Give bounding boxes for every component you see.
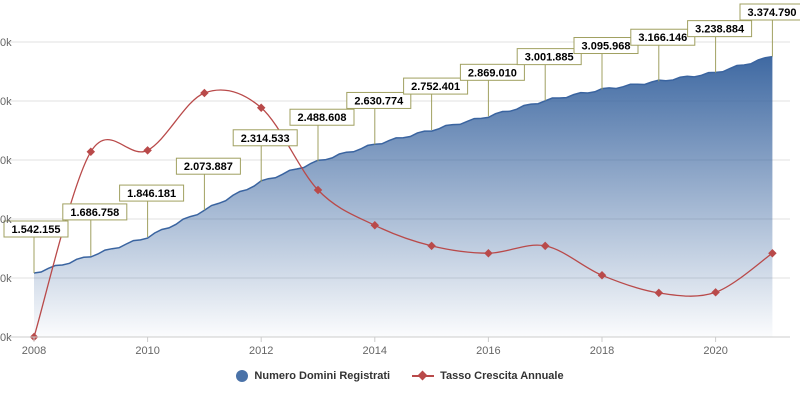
data-label: 2.073.887 bbox=[175, 157, 241, 211]
data-label-text: 2.630.774 bbox=[354, 95, 404, 107]
line-point[interactable] bbox=[256, 103, 266, 112]
line-point[interactable] bbox=[427, 241, 436, 251]
legend-item-area[interactable]: Numero Domini Registrati bbox=[236, 370, 390, 382]
axes: 0k 0k 0k 0k 0k 0k 2008 2010 2012 2014 2016 2018 2020 bbox=[0, 37, 790, 357]
chart: 1.542.155 1.686.758 1.846.181 2.073.887 2.31… bbox=[0, 3, 800, 357]
data-label-text: 2.314.533 bbox=[241, 133, 290, 145]
area-edge bbox=[33, 55, 773, 274]
y-tick-label: 0k bbox=[0, 155, 12, 167]
data-label: 1.846.181 bbox=[119, 184, 185, 238]
y-tick-label: 0k bbox=[0, 273, 12, 285]
data-labels: 1.542.155 1.686.758 1.846.181 2.073.887 2.31… bbox=[3, 3, 800, 273]
data-label: 1.686.758 bbox=[62, 203, 128, 256]
data-label-text: 3.374.790 bbox=[748, 7, 797, 19]
data-label: 2.869.010 bbox=[459, 63, 525, 117]
line-point[interactable] bbox=[86, 147, 96, 157]
x-tick-label: 2016 bbox=[476, 345, 500, 357]
line-path bbox=[33, 89, 773, 338]
y-tick-label: 0k bbox=[0, 332, 12, 344]
y-tick-label: 0k bbox=[0, 214, 12, 226]
data-label-text: 2.488.608 bbox=[298, 112, 347, 124]
data-label: 3.238.884 bbox=[687, 20, 753, 73]
data-label: 3.001.885 bbox=[516, 48, 582, 101]
data-label-text: 1.542.155 bbox=[12, 224, 61, 236]
line-series bbox=[29, 88, 777, 342]
data-label: 3.374.790 bbox=[739, 3, 800, 57]
line-point[interactable] bbox=[313, 185, 323, 195]
line-point[interactable] bbox=[711, 288, 720, 297]
x-tick-label: 2012 bbox=[249, 345, 273, 357]
x-tick-label: 2008 bbox=[22, 345, 46, 357]
data-label: 2.314.533 bbox=[232, 129, 298, 182]
data-label: 2.752.401 bbox=[403, 77, 469, 131]
legend-area-label: Numero Domini Registrati bbox=[254, 370, 391, 382]
data-label-text: 2.869.010 bbox=[468, 67, 517, 79]
data-label-text: 1.846.181 bbox=[127, 188, 176, 200]
data-label-text: 3.166.146 bbox=[638, 32, 687, 44]
data-label: 2.488.608 bbox=[289, 108, 355, 162]
area-series bbox=[33, 55, 773, 337]
data-label-text: 3.001.885 bbox=[525, 52, 574, 64]
legend: Numero Domini Registrati Tasso Crescita … bbox=[0, 370, 800, 382]
data-label: 3.095.968 bbox=[573, 37, 639, 90]
line-point[interactable] bbox=[370, 221, 380, 230]
line-point[interactable] bbox=[143, 146, 152, 155]
y-tick-label: 0k bbox=[0, 96, 12, 108]
x-tick-label: 2014 bbox=[363, 345, 387, 357]
y-tick-label: 0k bbox=[0, 37, 12, 49]
data-label-text: 3.095.968 bbox=[582, 41, 631, 53]
legend-item-line[interactable]: Tasso Crescita Annuale bbox=[412, 370, 564, 382]
data-label: 3.166.146 bbox=[630, 28, 696, 82]
line-point[interactable] bbox=[597, 271, 607, 280]
x-tick-label: 2018 bbox=[590, 345, 614, 357]
x-tick-label: 2010 bbox=[135, 345, 159, 357]
legend-line-swatch bbox=[412, 370, 435, 381]
x-tick-label: 2020 bbox=[703, 345, 727, 357]
data-label: 2.630.774 bbox=[346, 91, 412, 145]
data-label-text: 2.752.401 bbox=[411, 81, 460, 93]
data-label-text: 1.686.758 bbox=[70, 207, 119, 219]
line-point[interactable] bbox=[654, 288, 664, 298]
data-label-text: 3.238.884 bbox=[695, 24, 745, 36]
data-label-text: 2.073.887 bbox=[184, 161, 233, 173]
legend-area-swatch bbox=[236, 370, 249, 382]
line-point[interactable] bbox=[200, 88, 209, 98]
area-fill bbox=[34, 56, 773, 337]
legend-line-label: Tasso Crescita Annuale bbox=[440, 370, 564, 382]
data-label: 1.542.155 bbox=[3, 220, 69, 273]
line-point[interactable] bbox=[484, 248, 493, 258]
